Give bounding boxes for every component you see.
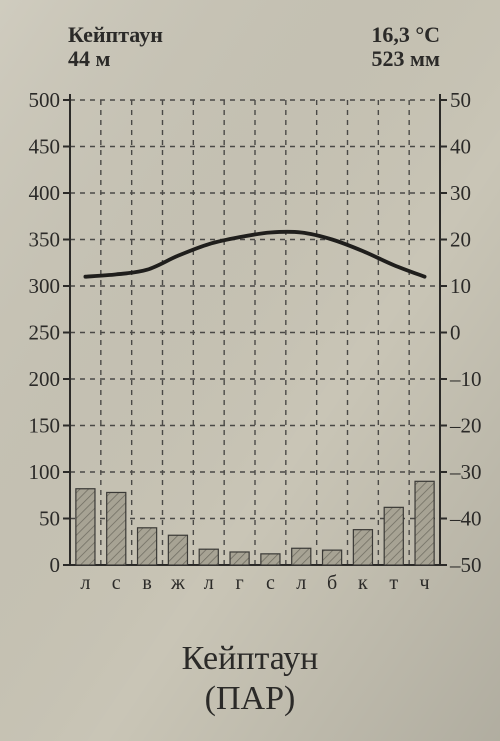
month-label: г [235, 572, 243, 594]
month-label: с [266, 572, 275, 594]
precip-bar [168, 535, 187, 565]
precip-bar [261, 554, 280, 565]
vignette [0, 0, 500, 741]
month-label: л [80, 572, 90, 594]
ytick-right: 10 [450, 274, 471, 298]
precip-bar [384, 507, 403, 565]
ytick-right: 30 [450, 181, 471, 205]
ytick-right: –10 [449, 367, 482, 391]
month-label: ч [420, 572, 430, 594]
ytick-left: 150 [29, 414, 61, 438]
month-label: б [327, 572, 337, 594]
elevation-label: 44 м [68, 46, 111, 71]
month-label: т [389, 572, 398, 594]
precip-bar [107, 492, 126, 565]
ytick-right: –20 [449, 414, 482, 438]
ytick-left: 0 [50, 553, 61, 577]
month-label: в [142, 572, 151, 594]
climograph-svg: Кейптаун44 м16,3 °C523 мм050100150200250… [0, 0, 500, 741]
ytick-right: –40 [449, 507, 482, 531]
precip-bar [415, 481, 434, 565]
precip-bar [199, 549, 218, 565]
ytick-left: 200 [29, 367, 61, 391]
month-label: л [204, 572, 214, 594]
precip-bar [353, 530, 372, 565]
ytick-right: 50 [450, 88, 471, 112]
climograph-figure: Кейптаун44 м16,3 °C523 мм050100150200250… [0, 0, 500, 741]
precip-bar [230, 552, 249, 565]
precip-bar [76, 489, 95, 565]
ytick-left: 100 [29, 460, 61, 484]
ytick-right: –30 [449, 460, 482, 484]
ytick-left: 50 [39, 507, 60, 531]
precip-bar [138, 528, 157, 565]
ytick-right: 20 [450, 228, 471, 252]
month-label: с [112, 572, 121, 594]
ytick-left: 450 [29, 135, 61, 159]
location-label: Кейптаун [68, 22, 163, 47]
annual-precip-label: 523 мм [372, 46, 440, 71]
ytick-right: 0 [450, 321, 461, 345]
ytick-left: 350 [29, 228, 61, 252]
ytick-left: 500 [29, 88, 61, 112]
caption-line-1: Кейптаун [0, 640, 500, 678]
month-label: ж [170, 572, 185, 594]
month-label: л [296, 572, 306, 594]
precip-bar [292, 548, 311, 565]
precip-bar [323, 550, 342, 565]
ytick-left: 250 [29, 321, 61, 345]
month-label: к [358, 572, 368, 594]
ytick-right: –50 [449, 553, 482, 577]
ytick-left: 400 [29, 181, 61, 205]
caption-line-2: (ПАР) [0, 680, 500, 718]
mean-temp-label: 16,3 °C [371, 22, 440, 47]
ytick-left: 300 [29, 274, 61, 298]
ytick-right: 40 [450, 135, 471, 159]
